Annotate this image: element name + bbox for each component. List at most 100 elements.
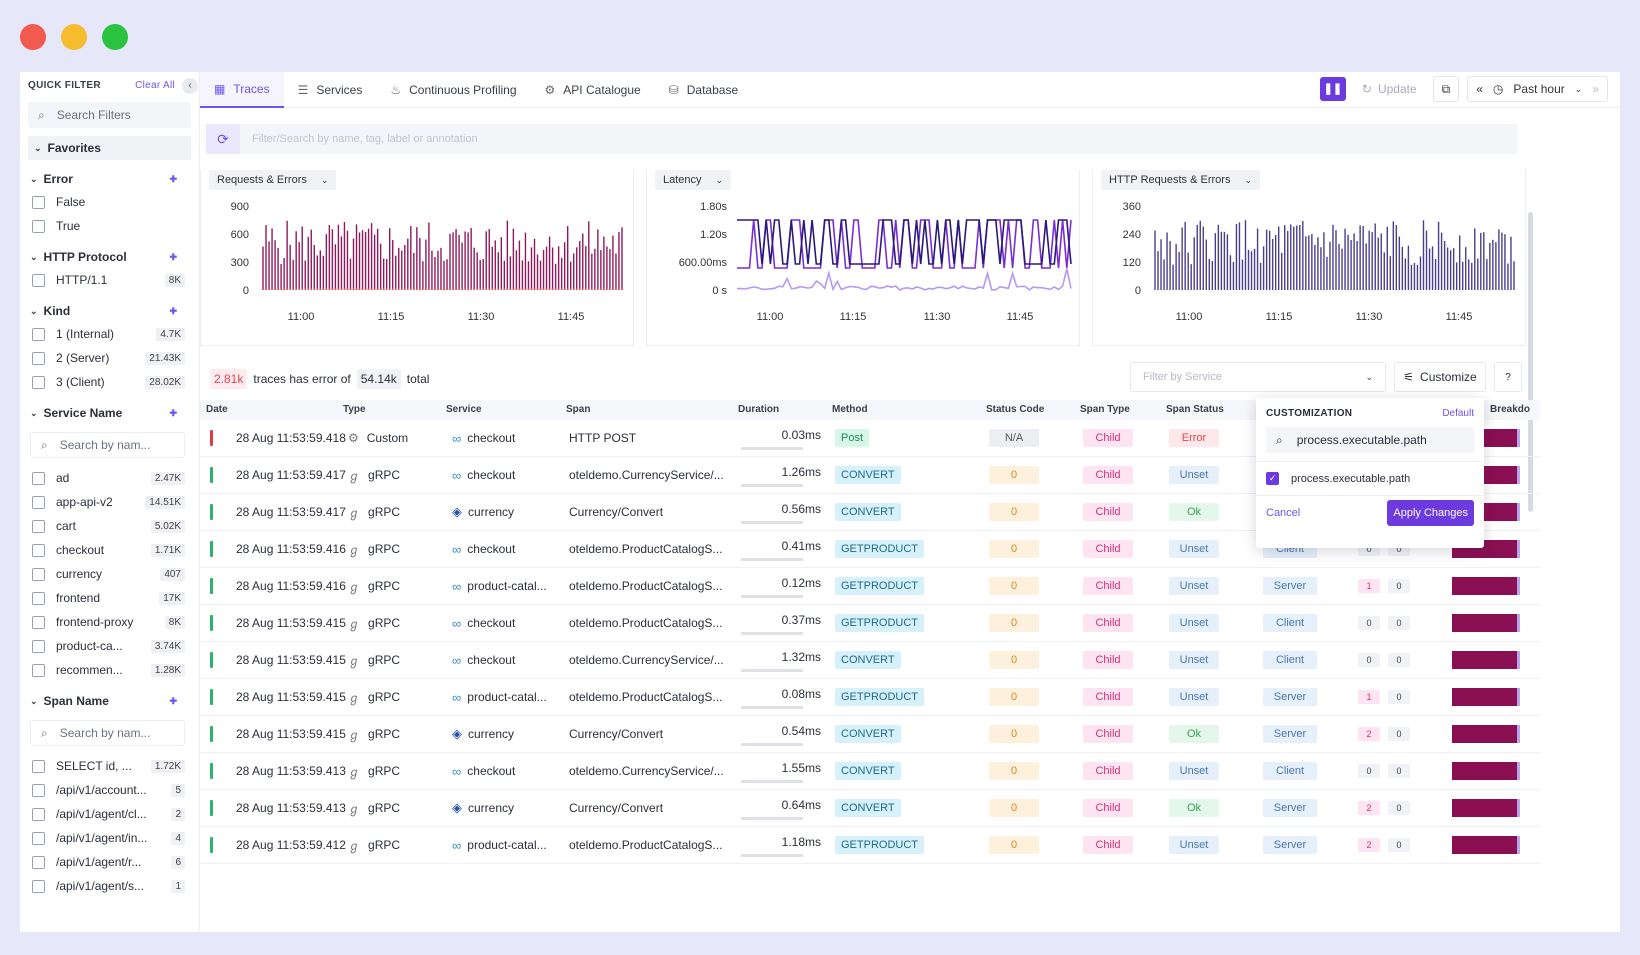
help-button[interactable]: ? xyxy=(1494,362,1522,392)
checkbox[interactable] xyxy=(32,375,45,389)
maximize-window-dot[interactable] xyxy=(102,24,128,50)
pin-icon[interactable]: ✚ xyxy=(169,251,177,262)
filter-option[interactable]: cart 5.02K xyxy=(20,514,199,538)
col-span-type[interactable]: Span Type xyxy=(1080,404,1130,415)
checkbox[interactable] xyxy=(32,591,45,605)
table-row[interactable]: 28 Aug 11:53:59.417 ℊ gRPC ∞ checkout otel… xyxy=(200,457,1540,494)
filter-group-header[interactable]: ⌄ HTTP Protocol ✚ xyxy=(20,246,199,268)
filter-option[interactable]: /api/v1/account... 5 xyxy=(20,778,199,802)
favorites-section[interactable]: ⌄ Favorites xyxy=(28,136,191,160)
close-window-dot[interactable] xyxy=(20,24,46,50)
filter-by-service-select[interactable]: Filter by Service ⌄ xyxy=(1130,362,1386,392)
pin-icon[interactable]: ✚ xyxy=(169,695,177,706)
filter-group-search[interactable]: ⌕ Search by nam... xyxy=(30,432,185,458)
service-label[interactable]: product-catal... xyxy=(467,579,547,593)
table-row[interactable]: 28 Aug 11:53:59.417 ℊ gRPC ◈ currency Curr… xyxy=(200,494,1540,531)
default-link[interactable]: Default xyxy=(1442,408,1474,419)
service-label[interactable]: checkout xyxy=(467,468,516,482)
checkbox[interactable] xyxy=(32,639,45,653)
filter-option[interactable]: app-api-v2 14.51K xyxy=(20,490,199,514)
service-label[interactable]: checkout xyxy=(467,764,516,778)
service-label[interactable]: checkout xyxy=(467,542,516,556)
col-breakdown[interactable]: Breakdo xyxy=(1490,404,1531,415)
table-row[interactable]: 28 Aug 11:53:59.412 ℊ gRPC ∞ product-catal… xyxy=(200,827,1540,864)
checkbox[interactable] xyxy=(32,783,45,797)
service-label[interactable]: product-catal... xyxy=(467,838,547,852)
collapse-sidebar-icon[interactable]: ‹ xyxy=(182,78,198,94)
rewind-icon[interactable]: « xyxy=(1476,82,1483,96)
filter-option[interactable]: /api/v1/agent/in... 4 xyxy=(20,826,199,850)
cancel-button[interactable]: Cancel xyxy=(1266,507,1301,519)
checkbox[interactable] xyxy=(32,471,45,485)
chart-selector[interactable]: HTTP Requests & Errors ⌄ xyxy=(1101,170,1260,190)
tab-api-catalogue[interactable]: ⚙ API Catalogue xyxy=(531,72,655,108)
filter-group-header[interactable]: ⌄ Kind ✚ xyxy=(20,300,199,322)
chart-scrollbar[interactable] xyxy=(1528,212,1533,512)
checkbox[interactable] xyxy=(32,879,45,893)
checkbox[interactable] xyxy=(32,855,45,869)
clear-all-link[interactable]: Clear All xyxy=(135,79,175,91)
col-status-code[interactable]: Status Code xyxy=(986,404,1045,415)
pause-button[interactable]: ❚❚ xyxy=(1319,77,1346,101)
forward-icon[interactable]: » xyxy=(1592,82,1599,96)
col-service[interactable]: Service xyxy=(446,404,482,415)
filter-group-header[interactable]: ⌄ Span Name ✚ xyxy=(20,690,199,712)
filter-option[interactable]: ad 2.47K xyxy=(20,466,199,490)
tab-services[interactable]: ☰ Services xyxy=(284,72,377,108)
table-row[interactable]: 28 Aug 11:53:59.416 ℊ gRPC ∞ product-catal… xyxy=(200,568,1540,605)
copy-button[interactable]: ⧉ xyxy=(1432,76,1460,102)
pin-icon[interactable]: ✚ xyxy=(169,173,177,184)
tab-traces[interactable]: ▦ Traces xyxy=(200,72,284,108)
table-row[interactable]: 28 Aug 11:53:59.413 ℊ gRPC ◈ currency Curr… xyxy=(200,790,1540,827)
tab-continuous-profiling[interactable]: ♨ Continuous Profiling xyxy=(376,72,530,108)
filter-option[interactable]: /api/v1/agent/cl... 2 xyxy=(20,802,199,826)
time-range-control[interactable]: « ◷ Past hour ⌄ » xyxy=(1467,76,1608,102)
table-row[interactable]: 28 Aug 11:53:59.415 ℊ gRPC ∞ checkout otel… xyxy=(200,642,1540,679)
filter-option[interactable]: product-ca... 3.74K xyxy=(20,634,199,658)
filter-option[interactable]: frontend 17K xyxy=(20,586,199,610)
customize-button[interactable]: ⚟ Customize xyxy=(1394,362,1486,392)
col-date[interactable]: Date xyxy=(206,404,228,415)
service-label[interactable]: currency xyxy=(468,505,515,519)
pin-icon[interactable]: ✚ xyxy=(169,407,177,418)
checkbox[interactable] xyxy=(32,615,45,629)
service-label[interactable]: currency xyxy=(468,801,515,815)
update-button[interactable]: ↻ Update xyxy=(1354,76,1425,102)
table-row[interactable]: 28 Aug 11:53:59.415 ℊ gRPC ◈ currency Curr… xyxy=(200,716,1540,753)
filter-group-header[interactable]: ⌄ Error ✚ xyxy=(20,168,199,190)
chart-selector[interactable]: Requests & Errors ⌄ xyxy=(209,170,337,190)
table-row[interactable]: 28 Aug 11:53:59.416 ℊ gRPC ∞ checkout otel… xyxy=(200,531,1540,568)
col-duration[interactable]: Duration xyxy=(738,404,780,415)
filter-option[interactable]: 3 (Client) 28.02K xyxy=(20,370,199,394)
filter-option[interactable]: 2 (Server) 21.43K xyxy=(20,346,199,370)
search-filters-input[interactable]: ⌕ Search Filters xyxy=(28,102,191,128)
filter-option[interactable]: True xyxy=(20,214,199,238)
filter-option[interactable]: frontend-proxy 8K xyxy=(20,610,199,634)
checkbox[interactable] xyxy=(32,807,45,821)
checkbox[interactable] xyxy=(32,351,45,365)
filter-group-search[interactable]: ⌕ Search by nam... xyxy=(30,720,185,746)
trace-search-bar[interactable]: ⟳ Filter/Search by name, tag, label or a… xyxy=(206,124,1518,154)
customization-search-input[interactable]: ⌕ process.executable.path xyxy=(1266,427,1474,453)
table-row[interactable]: 28 Aug 11:53:59.415 ℊ gRPC ∞ product-catal… xyxy=(200,679,1540,716)
checkbox[interactable] xyxy=(32,273,45,287)
filter-option[interactable]: False xyxy=(20,190,199,214)
col-span-status[interactable]: Span Status xyxy=(1166,404,1224,415)
filter-option[interactable]: recommen... 1.28K xyxy=(20,658,199,682)
checkbox[interactable] xyxy=(32,663,45,677)
table-row[interactable]: 28 Aug 11:53:59.413 ℊ gRPC ∞ checkout otel… xyxy=(200,753,1540,790)
col-span[interactable]: Span xyxy=(566,404,591,415)
service-label[interactable]: product-catal... xyxy=(467,690,547,704)
service-label[interactable]: checkout xyxy=(467,616,516,630)
query-icon[interactable]: ⟳ xyxy=(206,124,240,154)
checkbox[interactable] xyxy=(32,567,45,581)
checkbox[interactable] xyxy=(32,519,45,533)
filter-option[interactable]: SELECT id, ... 1.72K xyxy=(20,754,199,778)
checkbox[interactable] xyxy=(32,543,45,557)
checkbox[interactable] xyxy=(32,831,45,845)
col-type[interactable]: Type xyxy=(343,404,366,415)
service-label[interactable]: checkout xyxy=(467,431,516,445)
checkbox[interactable] xyxy=(32,327,45,341)
filter-option[interactable]: currency 407 xyxy=(20,562,199,586)
service-label[interactable]: checkout xyxy=(467,653,516,667)
